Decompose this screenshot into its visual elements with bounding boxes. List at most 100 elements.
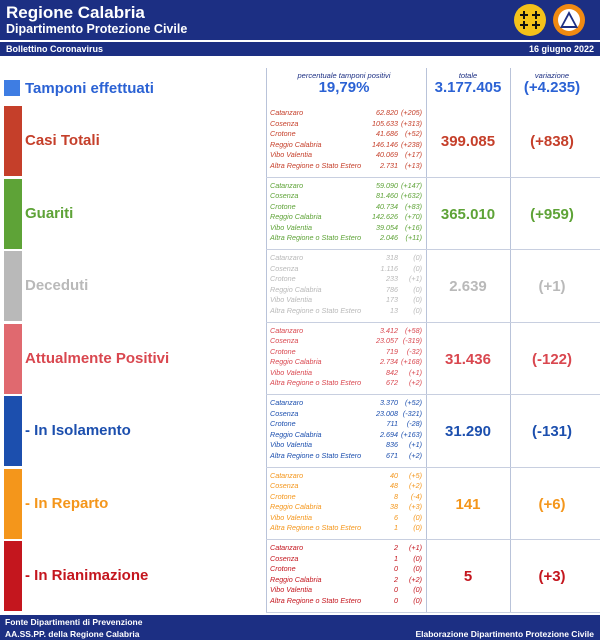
row-delta: (-28): [406, 419, 422, 428]
row-count: 2: [394, 543, 398, 552]
section-label: - In Isolamento: [25, 422, 131, 439]
section-label: Attualmente Positivi: [25, 349, 170, 367]
row-count: 233: [386, 274, 398, 283]
row-region: Altra Regione o Stato Estero: [270, 595, 362, 605]
section-guariti: Guariti Catanzaro 59.090 (+147) Cosenza 81.46…: [0, 178, 600, 249]
row-delta: (0): [413, 595, 422, 605]
row-separator: [266, 321, 600, 323]
section-color-strip: [4, 323, 22, 394]
section-variation: (+6): [538, 495, 566, 513]
row-region: Reggio Calabria: [270, 212, 322, 221]
row-count: 59.090: [376, 180, 398, 190]
bulletin-bar: Bollettino Coronavirus 16 giugno 2022: [0, 42, 600, 56]
section-isolamento: - In Isolamento Catanzaro 3.370 (+52) Cosenz…: [0, 396, 600, 466]
row-count: 40.069: [376, 150, 398, 159]
row-region: Vibo Valentia: [270, 222, 312, 232]
row-count: 3.370: [380, 398, 398, 407]
row-region: Crotone: [270, 129, 296, 138]
section-variation: (-122): [531, 350, 572, 368]
tamponi-total: 3.177.405: [434, 79, 502, 96]
section-total: 31.436: [445, 350, 491, 368]
row-delta: (-321): [402, 408, 422, 418]
row-region: Catanzaro: [270, 325, 304, 335]
section-rianimazione: - In Rianimazione Catanzaro 2 (+1) Cosenza 1 (…: [0, 541, 600, 611]
footer-source-org: AA.SS.PP. della Regione Calabria: [5, 629, 140, 639]
row-region: Altra Regione o Stato Estero: [270, 523, 362, 532]
row-count: 23.057: [376, 336, 398, 345]
row-count: 2: [394, 574, 398, 584]
row-delta: (+2): [409, 450, 422, 460]
tamponi-pct: 19,79%: [318, 79, 370, 96]
divider: [510, 68, 511, 612]
row-delta: (+70): [405, 212, 422, 221]
row-count: 318: [386, 253, 398, 262]
row-region: Altra Regione o Stato Estero: [270, 450, 362, 460]
row-delta: (+163): [401, 429, 422, 439]
section-label: Casi Totali: [25, 132, 100, 149]
section-total: 399.085: [440, 133, 496, 150]
regione-calabria-logo: [514, 4, 546, 36]
section-label: Guariti: [25, 204, 74, 222]
row-region: Cosenza: [270, 263, 299, 273]
bulletin-label: Bollettino Coronavirus: [6, 44, 104, 54]
page-title: Regione Calabria: [6, 3, 145, 22]
row-region: Altra Regione o Stato Estero: [270, 378, 362, 387]
row-count: 48: [390, 481, 398, 490]
row-count: 2.731: [380, 160, 398, 170]
row-count: 671: [386, 450, 398, 460]
row-separator: [266, 611, 600, 613]
row-delta: (0): [413, 523, 422, 532]
row-delta: (0): [413, 512, 422, 522]
row-count: 3.412: [380, 325, 398, 335]
footer-source: Fonte Dipartimenti di Prevenzione: [5, 617, 143, 627]
row-count: 62.820: [376, 108, 398, 117]
row-count: 2.734: [380, 357, 398, 366]
row-region: Reggio Calabria: [270, 502, 322, 511]
section-color-strip: [4, 106, 22, 176]
row-region: Crotone: [270, 419, 296, 428]
row-count: 40: [390, 470, 398, 480]
row-delta: (+238): [401, 139, 422, 149]
section-deceduti: Deceduti Catanzaro 318 (0) Cosenza 1.116 (0) Cr…: [0, 251, 600, 321]
row-delta: (+313): [401, 118, 422, 128]
row-count: 1: [394, 523, 398, 532]
row-region: Crotone: [270, 564, 296, 573]
row-delta: (+11): [405, 233, 422, 242]
divider: [426, 68, 427, 612]
row-region: Cosenza: [270, 408, 299, 418]
row-count: 41.686: [376, 129, 398, 138]
row-delta: (0): [413, 284, 422, 294]
row-region: Reggio Calabria: [270, 429, 322, 439]
section-variation: (+838): [530, 133, 574, 150]
row-region: Reggio Calabria: [270, 139, 322, 149]
row-delta: (+83): [405, 201, 422, 211]
row-separator: [266, 394, 600, 395]
row-count: 105.633: [372, 118, 398, 128]
row-delta: (+2): [409, 574, 422, 584]
row-delta: (+52): [405, 398, 422, 407]
section-reparto: - In Reparto Catanzaro 40 (+5) Cosenza 48 (+2)…: [0, 468, 600, 539]
section-variation: (+1): [538, 278, 566, 295]
row-count: 2.694: [380, 429, 398, 439]
row-delta: (0): [413, 305, 422, 315]
row-delta: (-32): [406, 346, 422, 356]
tamponi-label: Tamponi effettuati: [25, 80, 154, 97]
row-delta: (0): [413, 295, 422, 304]
section-variation: (+959): [530, 205, 574, 223]
row-count: 173: [386, 295, 398, 304]
row-region: Vibo Valentia: [270, 440, 312, 449]
row-region: Catanzaro: [270, 253, 304, 262]
section-positivi: Attualmente Positivi Catanzaro 3.412 (+58) C…: [0, 323, 600, 394]
row-delta: (0): [413, 253, 422, 262]
row-region: Vibo Valentia: [270, 295, 312, 304]
row-separator: [266, 249, 600, 250]
row-count: 39.054: [376, 222, 398, 232]
header: Regione Calabria Dipartimento Protezione…: [0, 0, 600, 40]
row-count: 842: [386, 367, 398, 377]
section-label: - In Rianimazione: [25, 567, 149, 584]
row-count: 711: [386, 419, 398, 428]
row-region: Altra Regione o Stato Estero: [270, 160, 362, 170]
row-count: 146.146: [372, 139, 398, 149]
column-header-total: totale: [458, 71, 478, 80]
row-region: Cosenza: [270, 481, 299, 490]
